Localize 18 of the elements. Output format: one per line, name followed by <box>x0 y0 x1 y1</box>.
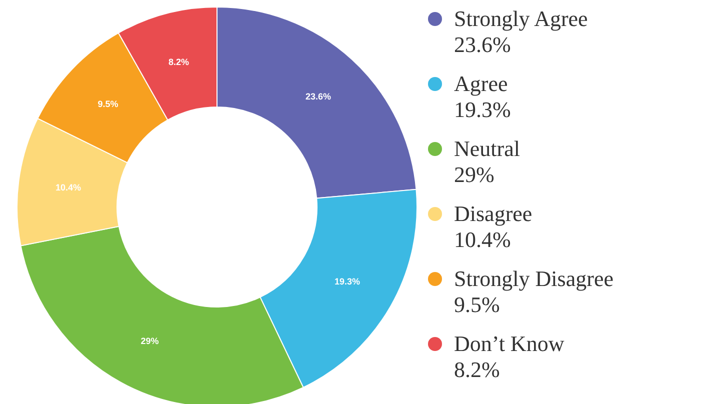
data-label: 10.4% <box>56 182 82 192</box>
legend-label: Agree <box>454 71 509 97</box>
data-label: 8.2% <box>168 56 190 67</box>
legend-label: Disagree <box>454 201 534 227</box>
data-label: 19.3% <box>334 276 360 286</box>
legend-label: Don’t Know <box>454 331 566 357</box>
text: 9.5% <box>454 292 500 317</box>
text: 19.3% <box>454 97 511 122</box>
legend-label: Strongly Agree <box>454 6 589 32</box>
data-label: 23.6% <box>306 91 332 102</box>
legend-label: Strongly Disagree <box>454 266 614 292</box>
text: 23.6% <box>454 32 511 57</box>
text: 8.2% <box>454 357 500 382</box>
text: 29% <box>454 162 494 187</box>
data-label: 9.5% <box>98 98 118 109</box>
text: 10.4% <box>454 227 511 252</box>
legend-label: Neutral <box>454 136 521 162</box>
data-label: 29% <box>140 336 159 346</box>
